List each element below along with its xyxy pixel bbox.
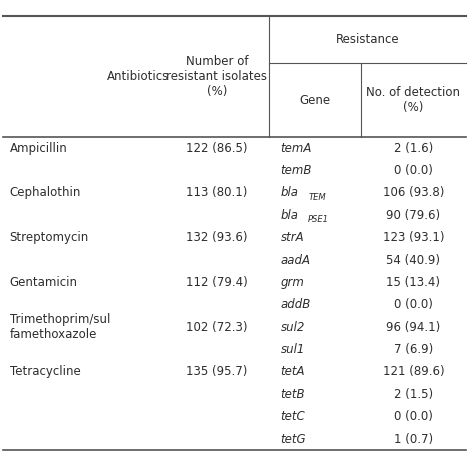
- Text: 1 (0.7): 1 (0.7): [394, 433, 433, 446]
- Text: bla: bla: [281, 187, 299, 199]
- Text: 0 (0.0): 0 (0.0): [394, 164, 433, 177]
- Text: 54 (40.9): 54 (40.9): [386, 254, 440, 266]
- Text: sul1: sul1: [281, 343, 305, 356]
- Text: No. of detection
(%): No. of detection (%): [366, 86, 460, 114]
- Text: tetA: tetA: [281, 366, 305, 378]
- Text: Trimethoprim/sul
famethoxazole: Trimethoprim/sul famethoxazole: [10, 313, 110, 341]
- Text: PSE1: PSE1: [308, 215, 329, 224]
- Text: 135 (95.7): 135 (95.7): [186, 366, 247, 378]
- Text: Gene: Gene: [300, 94, 331, 106]
- Text: Cephalothin: Cephalothin: [10, 187, 81, 199]
- Text: 112 (79.4): 112 (79.4): [186, 276, 248, 289]
- Text: 2 (1.6): 2 (1.6): [394, 142, 433, 154]
- Text: 15 (13.4): 15 (13.4): [386, 276, 440, 289]
- Text: Antibiotics: Antibiotics: [107, 70, 169, 83]
- Text: Ampicillin: Ampicillin: [10, 142, 67, 154]
- Text: 113 (80.1): 113 (80.1): [186, 187, 247, 199]
- Text: 121 (89.6): 121 (89.6): [383, 366, 444, 378]
- Text: 0 (0.0): 0 (0.0): [394, 410, 433, 423]
- Text: Resistance: Resistance: [336, 33, 399, 46]
- Text: grm: grm: [281, 276, 304, 289]
- Text: temB: temB: [281, 164, 312, 177]
- Text: Number of
resistant isolates
(%): Number of resistant isolates (%): [166, 55, 267, 98]
- Text: sul2: sul2: [281, 321, 305, 334]
- Text: aadA: aadA: [281, 254, 310, 266]
- Text: temA: temA: [281, 142, 312, 154]
- Text: 96 (94.1): 96 (94.1): [386, 321, 441, 334]
- Text: 90 (79.6): 90 (79.6): [386, 209, 440, 222]
- Text: 102 (72.3): 102 (72.3): [186, 321, 247, 334]
- Text: 106 (93.8): 106 (93.8): [383, 187, 444, 199]
- Text: 122 (86.5): 122 (86.5): [186, 142, 247, 154]
- Text: 132 (93.6): 132 (93.6): [186, 231, 247, 244]
- Text: Tetracycline: Tetracycline: [10, 366, 81, 378]
- Text: tetC: tetC: [281, 410, 305, 423]
- Text: 7 (6.9): 7 (6.9): [394, 343, 433, 356]
- Text: 2 (1.5): 2 (1.5): [394, 388, 433, 401]
- Text: 0 (0.0): 0 (0.0): [394, 299, 433, 311]
- Text: 123 (93.1): 123 (93.1): [383, 231, 444, 244]
- Text: Streptomycin: Streptomycin: [10, 231, 89, 244]
- Text: strA: strA: [281, 231, 304, 244]
- Text: TEM: TEM: [308, 193, 326, 202]
- Text: tetG: tetG: [281, 433, 306, 446]
- Text: bla: bla: [281, 209, 299, 222]
- Text: tetB: tetB: [281, 388, 305, 401]
- Text: addB: addB: [281, 299, 310, 311]
- Text: Gentamicin: Gentamicin: [10, 276, 78, 289]
